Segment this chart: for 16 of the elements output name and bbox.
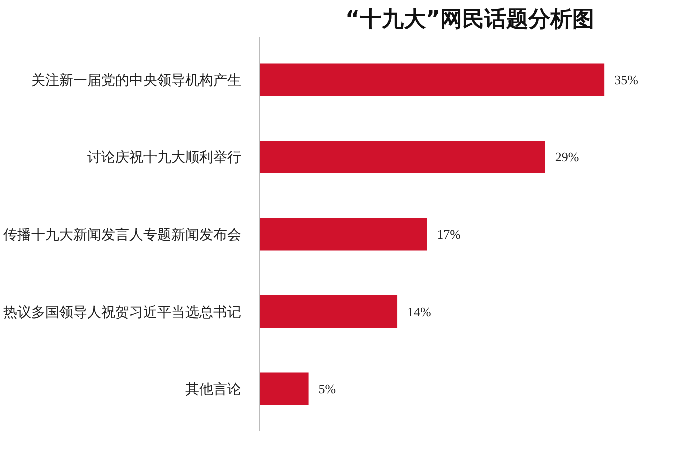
y-tick-label: 讨论庆祝十九大顺利举行 (88, 149, 242, 166)
data-label: 5% (318, 382, 336, 397)
data-label: 14% (408, 304, 432, 320)
y-tick-label: 传播十九大新闻发言人专题新闻发布会 (4, 226, 242, 242)
bar (260, 372, 309, 406)
bar (260, 64, 605, 96)
data-label: 17% (437, 227, 462, 242)
y-tick-label: 热议多国领导人祝贺习近平当选总书记 (4, 304, 242, 320)
y-tick-label: 关注新一届党的中央领导机构产生 (32, 72, 242, 88)
data-label: 29% (555, 150, 580, 165)
y-tick-label: 其他言论 (186, 381, 242, 398)
data-label: 35% (614, 72, 639, 88)
bar (260, 296, 398, 328)
chart-title: “十九大”网民话题分析图 (346, 8, 594, 32)
bar (260, 218, 428, 251)
bar (260, 141, 546, 174)
